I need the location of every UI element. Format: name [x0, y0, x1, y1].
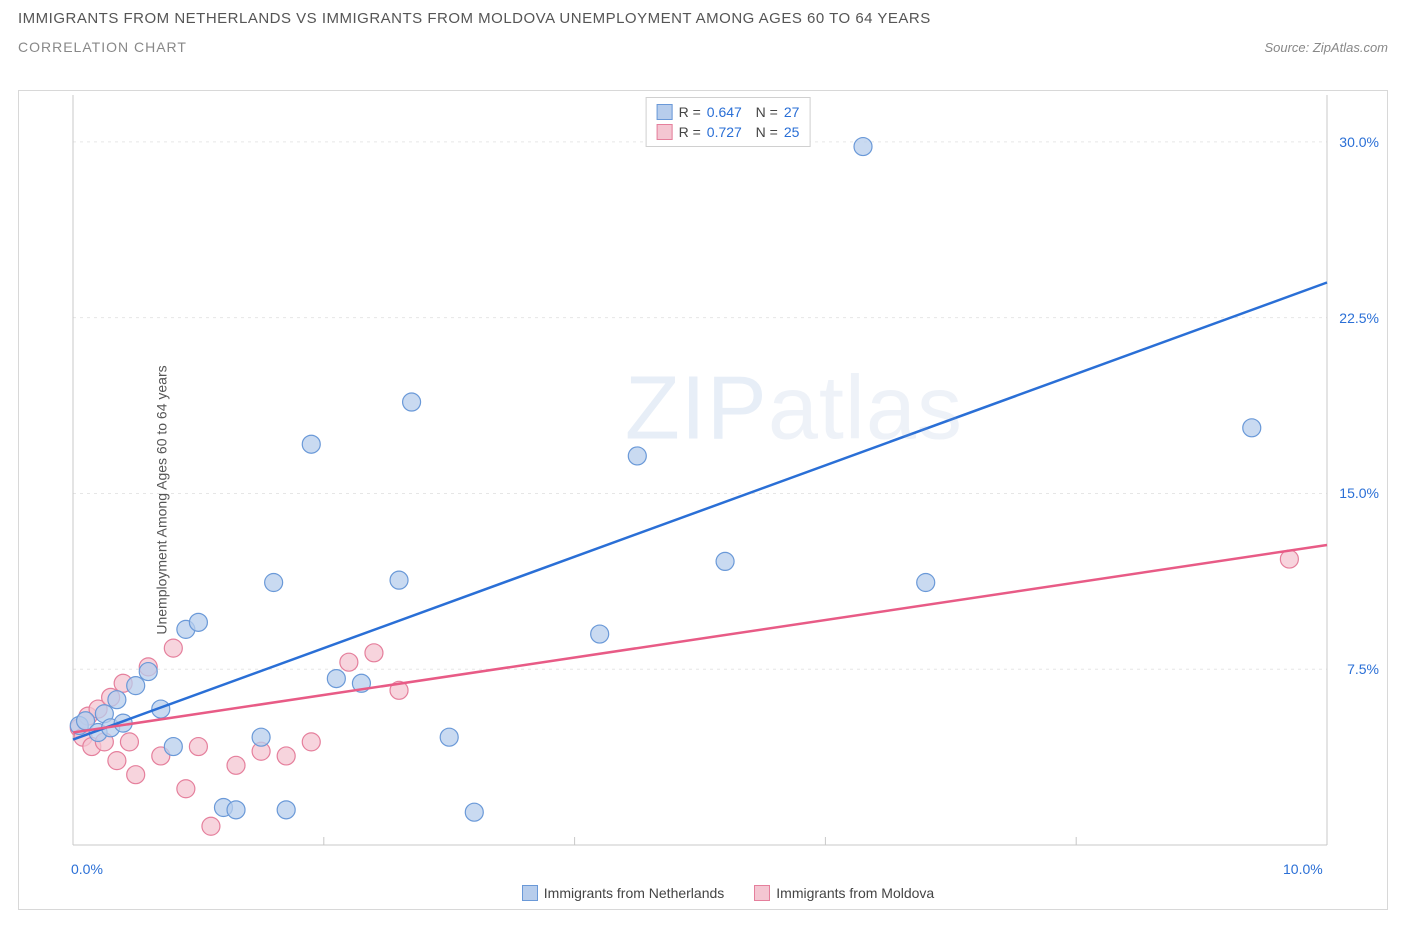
- stats-legend: R = 0.647 N = 27R = 0.727 N = 25: [646, 97, 811, 147]
- legend-label: Immigrants from Netherlands: [544, 885, 725, 901]
- y-tick-label: 15.0%: [1339, 485, 1379, 501]
- series-legend: Immigrants from Netherlands Immigrants fr…: [69, 885, 1387, 901]
- legend-swatch: [754, 885, 770, 901]
- legend-label: Immigrants from Moldova: [776, 885, 934, 901]
- legend-swatch: [522, 885, 538, 901]
- source-label: Source: ZipAtlas.com: [1264, 40, 1388, 55]
- y-tick-label: 30.0%: [1339, 134, 1379, 150]
- x-tick-label: 0.0%: [71, 861, 103, 877]
- y-tick-label: 7.5%: [1347, 661, 1379, 677]
- stats-row: R = 0.647 N = 27: [657, 102, 800, 122]
- chart-container: Unemployment Among Ages 60 to 64 years Z…: [18, 90, 1388, 910]
- stat-n-label: N =: [748, 104, 778, 120]
- stat-r-value: 0.647: [707, 104, 742, 120]
- stat-r-value: 0.727: [707, 124, 742, 140]
- chart-title: IMMIGRANTS FROM NETHERLANDS VS IMMIGRANT…: [18, 10, 1388, 27]
- subtitle-row: CORRELATION CHART Source: ZipAtlas.com: [18, 39, 1388, 55]
- stats-row: R = 0.727 N = 25: [657, 122, 800, 142]
- stat-r-label: R =: [679, 104, 701, 120]
- stat-n-value: 27: [784, 104, 800, 120]
- y-tick-label: 22.5%: [1339, 310, 1379, 326]
- stat-n-label: N =: [748, 124, 778, 140]
- legend-swatch: [657, 104, 673, 120]
- header: IMMIGRANTS FROM NETHERLANDS VS IMMIGRANT…: [0, 0, 1406, 55]
- legend-swatch: [657, 124, 673, 140]
- legend-item: Immigrants from Netherlands: [522, 885, 725, 901]
- chart-subtitle: CORRELATION CHART: [18, 39, 187, 55]
- stat-n-value: 25: [784, 124, 800, 140]
- chart-svg: [69, 91, 1387, 849]
- legend-item: Immigrants from Moldova: [754, 885, 934, 901]
- stat-r-label: R =: [679, 124, 701, 140]
- plot-area: ZIPatlas R = 0.647 N = 27R = 0.727 N = 2…: [69, 91, 1387, 849]
- x-tick-label: 10.0%: [1283, 861, 1323, 877]
